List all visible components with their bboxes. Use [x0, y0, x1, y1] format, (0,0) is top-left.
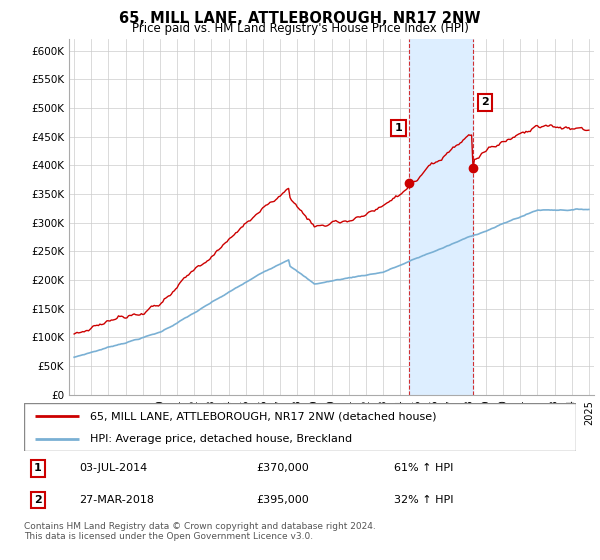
Text: 2: 2 [481, 97, 488, 108]
Text: HPI: Average price, detached house, Breckland: HPI: Average price, detached house, Brec… [90, 434, 352, 444]
Bar [409, 39, 473, 395]
Text: 27-MAR-2018: 27-MAR-2018 [79, 495, 154, 505]
Text: 1: 1 [34, 464, 41, 473]
Text: 61% ↑ HPI: 61% ↑ HPI [394, 464, 453, 473]
Text: 65, MILL LANE, ATTLEBOROUGH, NR17 2NW: 65, MILL LANE, ATTLEBOROUGH, NR17 2NW [119, 11, 481, 26]
Text: 03-JUL-2014: 03-JUL-2014 [79, 464, 148, 473]
Text: £395,000: £395,000 [256, 495, 308, 505]
Text: 1: 1 [395, 123, 402, 133]
Text: 32% ↑ HPI: 32% ↑ HPI [394, 495, 454, 505]
Text: £370,000: £370,000 [256, 464, 308, 473]
Text: Contains HM Land Registry data © Crown copyright and database right 2024.
This d: Contains HM Land Registry data © Crown c… [24, 522, 376, 542]
Text: 65, MILL LANE, ATTLEBOROUGH, NR17 2NW (detached house): 65, MILL LANE, ATTLEBOROUGH, NR17 2NW (d… [90, 411, 437, 421]
FancyBboxPatch shape [24, 403, 576, 451]
Text: 2: 2 [34, 495, 41, 505]
Text: Price paid vs. HM Land Registry's House Price Index (HPI): Price paid vs. HM Land Registry's House … [131, 22, 469, 35]
